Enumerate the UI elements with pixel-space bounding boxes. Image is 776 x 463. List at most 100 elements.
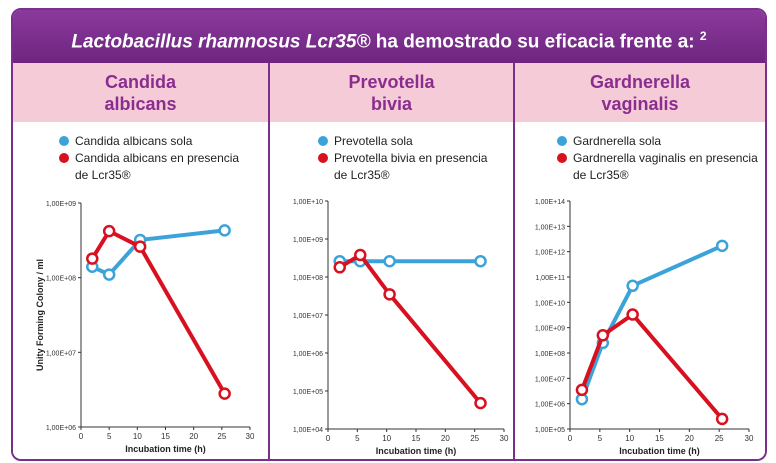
y-tick-label: 1,00E+12 xyxy=(535,250,565,257)
y-tick-label: 1,00E+08 xyxy=(293,275,323,282)
data-point xyxy=(575,383,589,397)
chart-gardnerella: 1,00E+05 1,00E+06 1,00E+07 1,00E+08 1,00E+09… xyxy=(535,199,754,456)
panel-title-line1: Prevotella xyxy=(348,71,435,92)
x-tick-label: 10 xyxy=(625,434,634,443)
x-axis-label: Incubation time (h) xyxy=(125,444,206,454)
data-point xyxy=(626,279,639,293)
y-tick-label: 1,00E+09 xyxy=(46,201,76,208)
panel-prevotella: Prevotella bivia Prevotella sola Prevote… xyxy=(270,63,513,459)
legend-label-cont: de Lcr35® xyxy=(573,168,629,182)
x-tick-label: 5 xyxy=(107,432,112,441)
data-point xyxy=(474,254,487,268)
legend-label: Candida albicans en presencia xyxy=(75,151,240,165)
data-point xyxy=(218,224,231,237)
legend-label: Candida albicans sola xyxy=(75,134,193,148)
y-tick-label: 1,00E+04 xyxy=(293,427,323,434)
x-tick-label: 30 xyxy=(745,434,754,443)
panel-title: Gardnerella vaginalis xyxy=(515,63,765,122)
y-tick-label: 1,00E+13 xyxy=(535,224,565,231)
figure-frame: Lactobacillus rhamnosus Lcr35® ha demost… xyxy=(11,8,767,461)
data-point xyxy=(102,268,116,281)
y-tick-label: 1,00E+10 xyxy=(535,300,565,307)
legend-item-sola: Prevotella sola xyxy=(318,133,507,150)
banner-title: Lactobacillus rhamnosus Lcr35® ha demost… xyxy=(13,10,765,63)
panel-title: Prevotella bivia xyxy=(270,63,513,122)
panel-divider xyxy=(513,63,515,459)
data-point xyxy=(102,224,116,238)
x-tick-label: 20 xyxy=(441,434,450,443)
legend-label-cont: de Lcr35® xyxy=(75,168,131,182)
y-tick-label: 1,00E+07 xyxy=(535,376,565,383)
series-line xyxy=(90,229,227,395)
legend-item-lcr35: Gardnerella vaginalis en presencia de Lc… xyxy=(557,150,759,184)
x-tick-label: 25 xyxy=(715,434,724,443)
data-point xyxy=(86,252,99,265)
x-tick-label: 15 xyxy=(412,434,421,443)
y-tick-label: 1,00E+09 xyxy=(535,326,565,333)
x-tick-label: 0 xyxy=(326,434,331,443)
x-tick-label: 10 xyxy=(382,434,391,443)
y-tick-label: 1,00E+08 xyxy=(46,276,76,283)
x-tick-label: 30 xyxy=(500,434,509,443)
legend-dot-red-icon xyxy=(318,153,328,163)
series-line xyxy=(580,244,723,400)
y-tick-label: 1,00E+07 xyxy=(46,350,76,357)
panel-title-line2: vaginalis xyxy=(601,93,679,114)
legend-dot-red-icon xyxy=(59,153,69,163)
x-tick-label: 30 xyxy=(246,432,255,441)
legend-label-cont: de Lcr35® xyxy=(334,168,390,182)
panel-title-line1: Candida xyxy=(104,71,176,92)
chart-candida: 1,00E+06 1,00E+07 1,00E+08 1,00E+09 0 5 10 15 20… xyxy=(35,201,255,454)
data-point xyxy=(715,412,729,426)
x-tick-label: 0 xyxy=(568,434,573,443)
chart-prevotella: 1,00E+04 1,00E+05 1,00E+06 1,00E+07 1,00E+08… xyxy=(293,199,509,456)
legend-item-sola: Gardnerella sola xyxy=(557,133,759,150)
banner-text: ha demostrado su eficacia frente a: xyxy=(370,31,700,53)
banner-reference: 2 xyxy=(699,29,707,43)
y-tick-label: 1,00E+06 xyxy=(293,351,323,358)
legend-label: Gardnerella sola xyxy=(573,134,662,148)
data-point xyxy=(354,248,367,262)
panel-title: Candida albicans xyxy=(13,63,268,122)
x-axis-label: Incubation time (h) xyxy=(376,446,457,456)
x-tick-label: 15 xyxy=(655,434,664,443)
x-tick-label: 25 xyxy=(470,434,479,443)
x-tick-label: 25 xyxy=(217,432,226,441)
y-tick-label: 1,00E+10 xyxy=(293,199,323,206)
x-tick-label: 0 xyxy=(79,432,84,441)
series-line xyxy=(338,252,483,405)
x-tick-label: 10 xyxy=(133,432,142,441)
panel-title-line2: albicans xyxy=(104,93,177,114)
y-tick-label: 1,00E+07 xyxy=(293,313,323,320)
x-tick-label: 20 xyxy=(189,432,198,441)
legend-item-sola: Candida albicans sola xyxy=(59,133,262,150)
y-axis-label: Unity Forming Colony / ml xyxy=(35,259,45,371)
data-point xyxy=(626,308,639,321)
legend-label: Prevotella sola xyxy=(334,134,413,148)
y-tick-label: 1,00E+11 xyxy=(535,275,565,282)
banner-species: Lactobacillus rhamnosus Lcr35® xyxy=(71,31,371,53)
y-tick-label: 1,00E+14 xyxy=(535,199,565,206)
y-tick-label: 1,00E+08 xyxy=(535,351,565,358)
legend-dot-blue-icon xyxy=(59,136,69,146)
x-tick-label: 15 xyxy=(161,432,170,441)
legend-dot-red-icon xyxy=(557,153,567,163)
legend-dot-blue-icon xyxy=(557,136,567,146)
data-point xyxy=(474,396,487,410)
legend-label: Gardnerella vaginalis en presencia xyxy=(573,151,758,165)
panel-title-line1: Gardnerella xyxy=(589,71,691,92)
panel-divider xyxy=(268,63,270,459)
legend: Prevotella sola Prevotella bivia en pres… xyxy=(318,133,507,184)
panel-candida: Candida albicans Candida albicans sola C… xyxy=(13,63,268,459)
legend-dot-blue-icon xyxy=(318,136,328,146)
legend-item-lcr35: Candida albicans en presencia de Lcr35® xyxy=(59,150,262,184)
panel-gardnerella: Gardnerella vaginalis Gardnerella sola G… xyxy=(515,63,765,459)
legend-label: Prevotella bivia en presencia xyxy=(334,151,488,165)
panel-title-line2: bivia xyxy=(370,93,413,114)
data-point xyxy=(715,239,729,253)
data-point xyxy=(218,387,231,400)
x-axis-label: Incubation time (h) xyxy=(619,446,700,456)
legend-item-lcr35: Prevotella bivia en presencia de Lcr35® xyxy=(318,150,507,184)
x-tick-label: 20 xyxy=(685,434,694,443)
y-tick-label: 1,00E+05 xyxy=(293,389,323,396)
